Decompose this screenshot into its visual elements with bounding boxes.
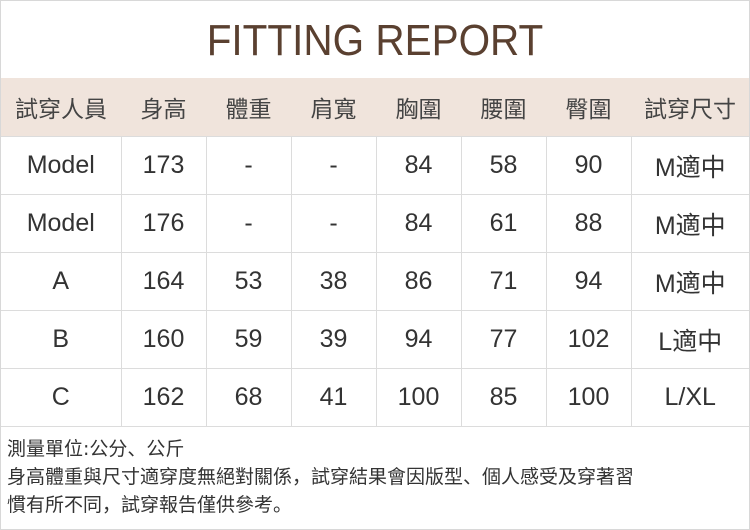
table-cell: 68 bbox=[205, 368, 292, 427]
column-header: 肩寬 bbox=[291, 78, 376, 137]
column-header: 試穿尺寸 bbox=[631, 78, 749, 137]
table-cell: 160 bbox=[120, 310, 207, 369]
page-title: FITTING REPORT bbox=[206, 16, 544, 65]
table-cell: - bbox=[205, 136, 292, 195]
note-line: 慣有所不同，試穿報告僅供參考。 bbox=[7, 494, 293, 516]
table-cell: 77 bbox=[460, 310, 547, 369]
column-header: 試穿人員 bbox=[1, 78, 121, 137]
column-header: 胸圍 bbox=[376, 78, 461, 137]
table-cell: A bbox=[1, 252, 122, 311]
table-cell: 41 bbox=[290, 368, 377, 427]
table-cell: 86 bbox=[375, 252, 462, 311]
table-cell: B bbox=[1, 310, 122, 369]
table-cell: M適中 bbox=[630, 252, 749, 311]
table-cell: Model bbox=[1, 194, 122, 253]
fitting-table: 試穿人員 身高 體重 肩寬 胸圍 腰圍 臀圍 試穿尺寸 Model 173- -84 58 90 M適中… bbox=[1, 78, 749, 427]
table-cell: 90 bbox=[545, 136, 632, 195]
note-line: 身高體重與尺寸適穿度無絕對關係，試穿結果會因版型、個人感受及穿著習 bbox=[7, 466, 635, 488]
table-cell: - bbox=[290, 194, 377, 253]
table-cell: 84 bbox=[375, 136, 462, 195]
table-cell: L適中 bbox=[630, 310, 749, 369]
table-row: B 160 59 39 94 77 102 L適中 bbox=[1, 310, 749, 369]
table-cell: L/XL bbox=[630, 368, 749, 427]
table-cell: 94 bbox=[375, 310, 462, 369]
table-cell: 39 bbox=[290, 310, 377, 369]
table-cell: M適中 bbox=[630, 136, 749, 195]
table-cell: 85 bbox=[460, 368, 547, 427]
table-cell: 176 bbox=[120, 194, 207, 253]
column-header: 身高 bbox=[121, 78, 206, 137]
table-cell: M適中 bbox=[630, 194, 749, 253]
table-row: Model 176- -84 61 88 M適中 bbox=[1, 194, 749, 253]
table-cell: 94 bbox=[545, 252, 632, 311]
table-cell: - bbox=[290, 136, 377, 195]
table-row: A 164 53 38 86 71 94 M適中 bbox=[1, 252, 749, 311]
table-cell: 100 bbox=[375, 368, 462, 427]
table-cell: 58 bbox=[460, 136, 547, 195]
column-header: 體重 bbox=[206, 78, 291, 137]
table-cell: C bbox=[1, 368, 122, 427]
table-row: C 162 68 41 100 85 100 L/XL bbox=[1, 368, 749, 427]
table-cell: Model bbox=[1, 136, 122, 195]
table-cell: 61 bbox=[460, 194, 547, 253]
note-line: 測量單位:公分、公斤 bbox=[7, 438, 185, 460]
table-cell: 162 bbox=[120, 368, 207, 427]
notes: 測量單位:公分、公斤 身高體重與尺寸適穿度無絕對關係，試穿結果會因版型、個人感受… bbox=[7, 435, 634, 519]
table-cell: 53 bbox=[205, 252, 292, 311]
table-cell: 164 bbox=[120, 252, 207, 311]
table-cell: 38 bbox=[290, 252, 377, 311]
table-cell: 59 bbox=[205, 310, 292, 369]
table-cell: 71 bbox=[460, 252, 547, 311]
table-cell: 100 bbox=[545, 368, 632, 427]
table-cell: - bbox=[205, 194, 292, 253]
table-cell: 84 bbox=[375, 194, 462, 253]
header-row: 試穿人員 身高 體重 肩寬 胸圍 腰圍 臀圍 試穿尺寸 bbox=[1, 78, 749, 137]
column-header: 腰圍 bbox=[461, 78, 546, 137]
table-cell: 173 bbox=[120, 136, 207, 195]
column-header: 臀圍 bbox=[546, 78, 631, 137]
table-cell: 88 bbox=[545, 194, 632, 253]
table-cell: 102 bbox=[545, 310, 632, 369]
table-row: Model 173- -84 58 90 M適中 bbox=[1, 136, 749, 195]
